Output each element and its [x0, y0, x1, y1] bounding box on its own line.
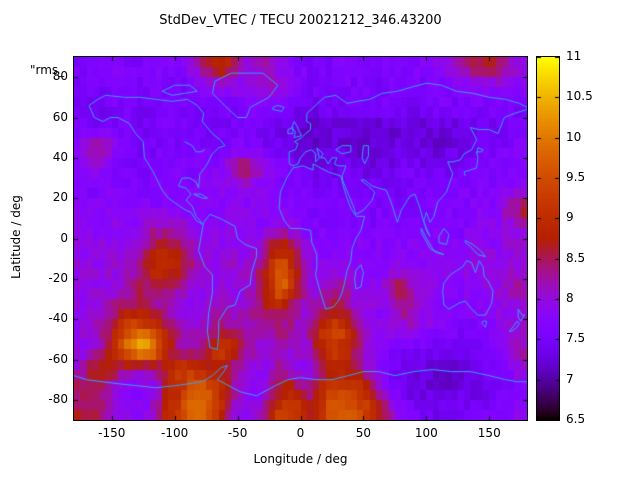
colorbar-tick-label: 8 — [566, 291, 574, 305]
colorbar-tick-label: 11 — [566, 49, 582, 63]
x-tick-label: -100 — [161, 426, 189, 440]
y-tick-label: 20 — [52, 190, 68, 205]
colorbar-tick-label: 10 — [566, 129, 582, 144]
colorbar-tick-label: 9.5 — [566, 170, 586, 184]
rms-overlay-label: "rms_ — [30, 63, 65, 77]
y-tick-label: 40 — [52, 149, 68, 164]
x-tick-label: 50 — [355, 426, 372, 440]
colorbar-tick-label: 9 — [566, 210, 574, 225]
y-tick-label: -80 — [48, 391, 68, 406]
y-tick-label: -40 — [48, 311, 68, 326]
y-tick-label: -20 — [48, 270, 68, 285]
y-tick-label: -60 — [48, 351, 68, 366]
x-axis-label: Longitude / deg — [253, 452, 348, 466]
colorbar-tick-label: 7.5 — [566, 331, 586, 346]
colorbar-tick-label: 6.5 — [566, 412, 586, 426]
x-tick-label: -150 — [98, 426, 126, 440]
y-tick-label: 60 — [52, 109, 68, 124]
map-plot-area — [73, 56, 528, 421]
colorbar — [536, 56, 560, 421]
colorbar-tick-label: 10.5 — [566, 89, 593, 104]
y-tick-label: 80 — [52, 69, 68, 84]
x-tick-label: 0 — [296, 426, 305, 440]
x-tick-label: 150 — [477, 426, 501, 440]
colorbar-tick-label: 7 — [566, 371, 574, 386]
y-axis-label: Latitude / deg — [9, 195, 23, 279]
x-tick-label: -50 — [227, 426, 248, 440]
chart-title: StdDev_VTEC / TECU 20021212_346.43200 — [159, 13, 442, 28]
heatmap-canvas — [74, 57, 527, 420]
x-tick-label: 100 — [414, 426, 438, 440]
colorbar-canvas — [537, 57, 559, 420]
y-tick-label: 0 — [60, 230, 68, 245]
colorbar-tick-label: 8.5 — [566, 250, 586, 265]
